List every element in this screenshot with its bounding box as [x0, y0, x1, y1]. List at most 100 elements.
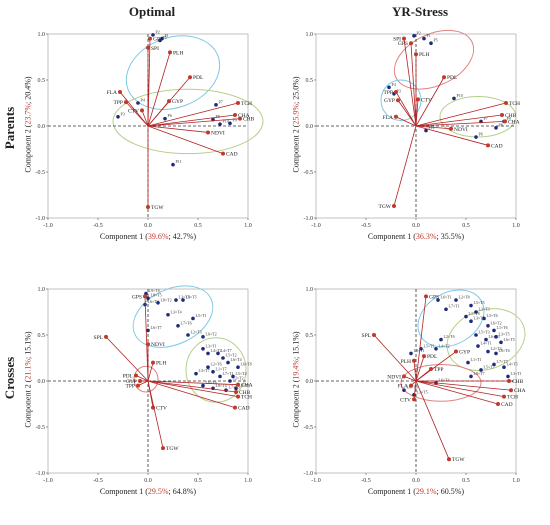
genotype-point — [201, 347, 205, 351]
trait-point — [486, 143, 490, 148]
trait-label: TGW — [166, 446, 179, 452]
trait-point — [502, 394, 506, 399]
trait-label: GPS — [132, 294, 142, 300]
trait-label: TGW — [452, 457, 465, 463]
trait-point — [396, 98, 400, 103]
x-axis-label-rest: ; 60.5%) — [436, 487, 465, 496]
trait-label: CHA — [238, 113, 250, 119]
trait-point — [146, 204, 150, 209]
genotype-label: L8×T6 — [499, 348, 510, 353]
x-tick-label: 0.0 — [412, 478, 420, 484]
trait-vector — [373, 334, 417, 382]
trait-label: SPI — [393, 37, 401, 43]
genotype-label: L8×T1 — [414, 348, 425, 353]
trait-vector — [415, 368, 432, 382]
trait-label: PLH — [401, 359, 411, 365]
trait-point — [234, 390, 238, 395]
genotype-point — [224, 388, 228, 392]
x-tick-label: -0.5 — [93, 223, 103, 229]
genotype-label: L3×T5 — [179, 295, 190, 300]
y-tick-label: 0.0 — [306, 124, 314, 130]
genotype-point — [479, 368, 483, 372]
y-axis-label-rest: ; 15.1%) — [291, 331, 301, 359]
trait-label: TGW — [151, 205, 164, 211]
genotype-point — [211, 370, 215, 374]
genotype-label: P8 — [216, 114, 220, 119]
genotype-label: L7×T7 — [497, 359, 508, 364]
trait-point — [104, 334, 108, 339]
genotype-label: L3×T7 — [199, 368, 210, 373]
genotype-label: L8×T2 — [161, 297, 172, 302]
trait-vector — [135, 375, 149, 382]
trait-label: PLH — [156, 361, 166, 367]
x-axis-label-rest: ; 35.5%) — [436, 232, 465, 241]
y-tick-label: 0.5 — [38, 78, 46, 84]
genotype-point — [409, 351, 413, 356]
trait-vector — [125, 101, 149, 127]
trait-vector — [413, 380, 417, 400]
trait-label: TCH — [241, 101, 252, 107]
genotype-label: L6×T7 — [151, 325, 162, 330]
genotype-label: L2×T6 — [211, 362, 222, 367]
biplot-svg: -1.0 -0.5 0.0 0.5 1.0-1.0-0.50.00.51.0P2P5P1… — [36, 29, 264, 229]
trait-label: TPP — [434, 367, 443, 373]
trait-point — [507, 379, 511, 383]
trait-vector — [147, 380, 239, 398]
genotype-point — [486, 324, 490, 328]
trait-vector — [415, 380, 512, 391]
genotype-label: L3×T1 — [206, 343, 217, 348]
trait-point — [233, 405, 237, 410]
cluster-ellipse-green — [439, 96, 517, 138]
trait-point — [161, 446, 165, 451]
genotype-label: L6×T2 — [148, 299, 159, 304]
trait-label: CHB — [512, 379, 524, 385]
x-axis-label-highlight: 39.6% — [147, 232, 169, 241]
trait-point — [409, 383, 413, 388]
trait-vector — [415, 296, 427, 382]
y-axis-label-highlight: 19.4% — [291, 358, 301, 380]
genotype-label: L5×T6 — [487, 313, 498, 318]
genotype-point — [166, 312, 170, 317]
trait-label: CTV — [156, 406, 167, 412]
genotype-label: L1×T5 — [417, 389, 428, 394]
genotype-label: L6×T2 — [491, 320, 502, 325]
genotype-label: L6×T3 — [489, 334, 500, 339]
genotype-label: L2×T6 — [444, 334, 455, 339]
trait-label: TCH — [241, 395, 252, 401]
trait-point — [236, 394, 240, 399]
trait-label: CHA — [241, 383, 253, 389]
trait-point — [118, 89, 122, 94]
genotype-point — [174, 298, 178, 302]
genotype-label: P6 — [168, 113, 172, 118]
row-title-crosses: Crosses — [2, 356, 17, 400]
trait-vector — [415, 102, 507, 127]
y-tick-label: -0.5 — [304, 425, 314, 431]
genotype-label: L2×T2 — [233, 376, 244, 381]
genotype-point — [466, 360, 470, 365]
trait-point — [503, 119, 507, 124]
trait-vector — [403, 38, 417, 127]
trait-vector — [144, 296, 149, 382]
trait-label: CHA — [514, 388, 526, 394]
genotype-label: L3×T4 — [474, 316, 485, 321]
trait-point — [509, 388, 513, 393]
trait-label: NDVI — [454, 127, 468, 133]
y-tick-label: -1.0 — [36, 216, 46, 222]
y-tick-label: 0.5 — [38, 333, 46, 339]
trait-point — [136, 383, 140, 388]
trait-vector — [147, 118, 241, 127]
x-axis-label-prefix: Component 1 ( — [367, 487, 416, 496]
trait-point — [124, 100, 128, 105]
y-axis-label-highlight: 21.1% — [23, 358, 33, 380]
genotype-label: L2×T8 — [459, 295, 470, 300]
x-axis-label: Component 1 (29.5%; 64.8%) — [48, 487, 248, 496]
genotype-label: L5×T7 — [484, 364, 495, 369]
trait-point — [409, 41, 413, 46]
x-axis-label-highlight: 29.1% — [415, 487, 437, 496]
genotype-point — [236, 365, 240, 369]
trait-label: GPS — [429, 294, 439, 300]
biplot-svg: -1.0 -0.5 0.0 0.5 1.0 -1.0 -0.5 0.0 0.5 1.0 L6×T1 L… — [304, 287, 526, 484]
trait-label: PDL — [447, 75, 458, 81]
genotype-point — [469, 303, 473, 308]
trait-label: GPS — [153, 37, 163, 43]
